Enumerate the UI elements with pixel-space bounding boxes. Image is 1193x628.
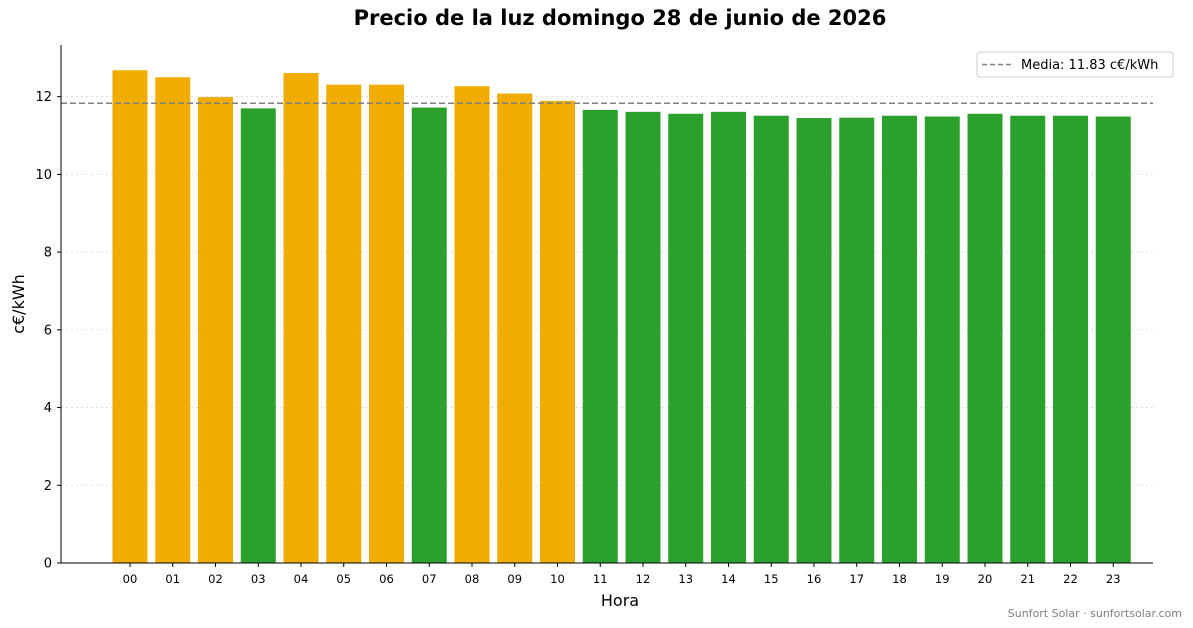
x-tick-label: 03 <box>251 572 266 586</box>
x-tick-label: 05 <box>336 572 351 586</box>
bar-23 <box>1095 116 1131 563</box>
bar-11 <box>582 109 618 563</box>
bar-21 <box>1010 115 1046 564</box>
bar-02 <box>198 97 233 563</box>
credit: Sunfort Solar · sunfortsolar.com <box>1008 607 1182 620</box>
y-axis-label: c€/kWh <box>9 274 28 334</box>
x-tick-label: 20 <box>978 572 993 586</box>
bars <box>112 70 1131 564</box>
x-tick-label: 00 <box>123 572 138 586</box>
x-tick-label: 07 <box>422 572 437 586</box>
bar-03 <box>240 108 276 563</box>
bar-14 <box>711 111 746 563</box>
x-tick-label: 02 <box>208 572 223 586</box>
x-tick-label: 11 <box>593 572 608 586</box>
y-tick-label: 6 <box>44 323 52 338</box>
bar-22 <box>1053 115 1088 564</box>
x-tick-label: 21 <box>1020 572 1035 586</box>
legend-label: Media: 11.83 c€/kWh <box>1021 58 1158 73</box>
y-tick-label: 4 <box>44 401 52 416</box>
x-tick-label: 17 <box>849 572 864 586</box>
bar-05 <box>326 84 362 564</box>
bar-08 <box>454 86 490 564</box>
bar-13 <box>668 113 704 564</box>
x-tick-label: 15 <box>764 572 779 586</box>
x-axis-label: Hora <box>601 591 639 610</box>
x-tick-label: 16 <box>807 572 822 586</box>
x-tick-label: 09 <box>507 572 522 586</box>
y-tick-label: 10 <box>35 168 52 183</box>
bar-06 <box>369 84 404 564</box>
x-tick-label: 01 <box>165 572 180 586</box>
x-tick-label: 08 <box>465 572 480 586</box>
y-tick-label: 0 <box>44 557 52 572</box>
bar-12 <box>625 111 661 563</box>
x-tick-label: 04 <box>294 572 309 586</box>
y-tick-label: 8 <box>44 246 52 261</box>
bar-07 <box>411 107 447 563</box>
bar-04 <box>283 72 319 563</box>
bar-16 <box>796 118 832 563</box>
bar-01 <box>155 77 191 563</box>
bar-17 <box>839 117 875 563</box>
x-tick-label: 23 <box>1106 572 1121 586</box>
bar-09 <box>497 93 533 563</box>
axes <box>60 45 1153 564</box>
x-ticks: 00 01 02 03 04 05 06 07 08 09 10 11 12 13 14 15 16 17 18 19… <box>123 563 1121 586</box>
legend: Media: 11.83 c€/kWh <box>976 51 1174 78</box>
x-tick-label: 12 <box>636 572 651 586</box>
bar-18 <box>882 115 917 564</box>
y-ticks: 0 2 4 6 8 10 12 <box>35 90 61 572</box>
x-tick-label: 10 <box>550 572 565 586</box>
x-tick-label: 06 <box>379 572 394 586</box>
y-tick-label: 12 <box>35 90 52 105</box>
bar-10 <box>540 100 575 563</box>
bar-15 <box>753 115 789 564</box>
x-tick-label: 14 <box>721 572 736 586</box>
bar-00 <box>112 70 148 563</box>
x-tick-label: 22 <box>1063 572 1078 586</box>
x-tick-label: 19 <box>935 572 950 586</box>
legend-box <box>976 51 1174 78</box>
x-tick-label: 13 <box>678 572 693 586</box>
bar-19 <box>924 116 960 563</box>
y-tick-label: 2 <box>44 479 52 494</box>
bar-20 <box>967 113 1003 564</box>
x-tick-label: 18 <box>892 572 907 586</box>
chart-title: Precio de la luz domingo 28 de junio de … <box>354 6 887 30</box>
